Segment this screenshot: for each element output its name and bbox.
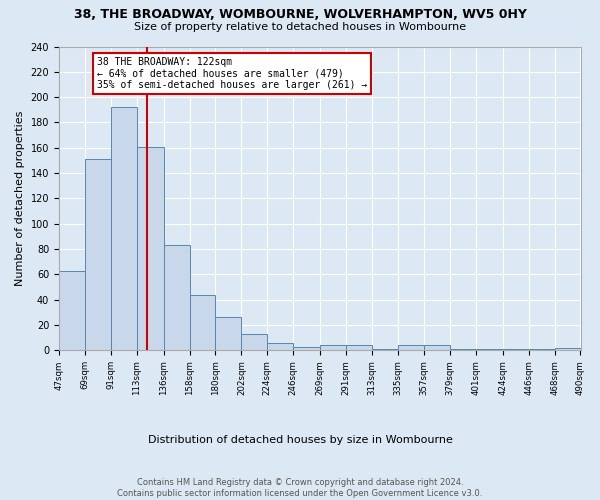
Bar xyxy=(398,346,424,350)
Text: 38 THE BROADWAY: 122sqm
← 64% of detached houses are smaller (479)
35% of semi-d: 38 THE BROADWAY: 122sqm ← 64% of detache… xyxy=(97,56,367,90)
Bar xyxy=(554,348,581,350)
Bar xyxy=(137,146,164,350)
Bar xyxy=(85,159,111,350)
Bar xyxy=(293,346,320,350)
Y-axis label: Number of detached properties: Number of detached properties xyxy=(15,111,25,286)
Bar xyxy=(268,343,293,350)
Bar xyxy=(111,108,137,350)
Bar xyxy=(529,349,554,350)
Text: Contains HM Land Registry data © Crown copyright and database right 2024.
Contai: Contains HM Land Registry data © Crown c… xyxy=(118,478,482,498)
Bar xyxy=(59,270,85,350)
Bar xyxy=(215,318,241,350)
Bar xyxy=(450,349,476,350)
Bar xyxy=(164,246,190,350)
Text: 38, THE BROADWAY, WOMBOURNE, WOLVERHAMPTON, WV5 0HY: 38, THE BROADWAY, WOMBOURNE, WOLVERHAMPT… xyxy=(74,8,526,20)
Bar xyxy=(190,294,215,350)
Bar xyxy=(424,346,450,350)
Bar xyxy=(346,346,372,350)
Text: Distribution of detached houses by size in Wombourne: Distribution of detached houses by size … xyxy=(148,435,452,445)
Bar xyxy=(503,349,529,350)
Bar xyxy=(372,349,398,350)
Bar xyxy=(476,349,503,350)
Bar xyxy=(320,346,346,350)
Bar xyxy=(241,334,268,350)
Text: Size of property relative to detached houses in Wombourne: Size of property relative to detached ho… xyxy=(134,22,466,32)
